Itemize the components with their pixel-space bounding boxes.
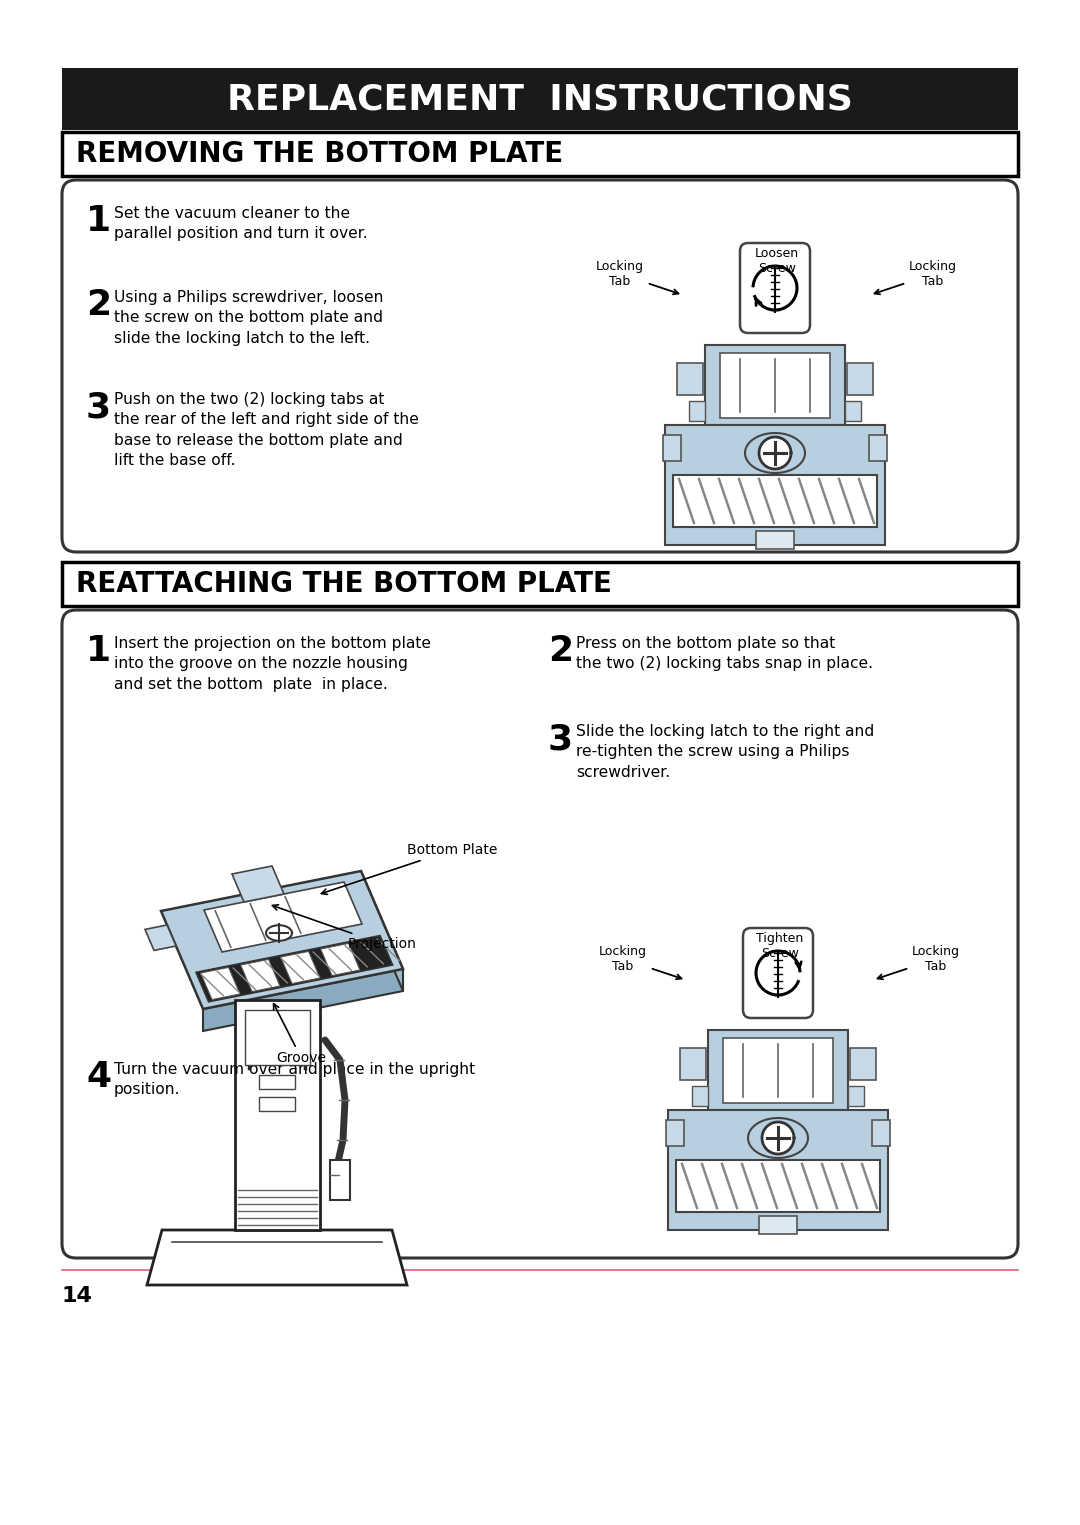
FancyBboxPatch shape (62, 610, 1018, 1258)
Polygon shape (281, 952, 320, 984)
Bar (845, 401, 861, 421)
Text: Bottom Plate: Bottom Plate (322, 843, 498, 895)
Polygon shape (330, 1161, 350, 1200)
Text: Locking
Tab: Locking Tab (596, 259, 678, 294)
Bar (708, 1029, 848, 1110)
Polygon shape (266, 926, 292, 941)
Bar (245, 1010, 310, 1064)
Text: Loosen
Screw: Loosen Screw (755, 247, 799, 274)
FancyBboxPatch shape (740, 242, 810, 332)
Bar (666, 1119, 684, 1145)
Polygon shape (204, 881, 362, 952)
Text: Locking
Tab: Locking Tab (599, 946, 681, 979)
Bar (869, 435, 887, 461)
Text: Locking
Tab: Locking Tab (875, 259, 957, 294)
FancyBboxPatch shape (62, 180, 1018, 552)
Bar (259, 1075, 295, 1089)
Polygon shape (203, 968, 403, 1031)
Bar (259, 1096, 295, 1112)
Bar (663, 435, 681, 461)
Text: 1: 1 (86, 204, 111, 238)
Bar (723, 1039, 833, 1103)
Polygon shape (762, 1122, 794, 1154)
Polygon shape (361, 871, 403, 991)
Bar (669, 1110, 888, 1231)
FancyBboxPatch shape (743, 929, 813, 1019)
Bar (692, 1086, 708, 1106)
Text: REATTACHING THE BOTTOM PLATE: REATTACHING THE BOTTOM PLATE (76, 570, 612, 598)
Text: Insert the projection on the bottom plate
into the groove on the nozzle housing
: Insert the projection on the bottom plat… (114, 636, 431, 692)
Text: Set the vacuum cleaner to the
parallel position and turn it over.: Set the vacuum cleaner to the parallel p… (114, 206, 367, 241)
Bar (680, 1048, 706, 1080)
Text: Push on the two (2) locking tabs at
the rear of the left and right side of the
b: Push on the two (2) locking tabs at the … (114, 392, 419, 468)
Polygon shape (759, 438, 791, 470)
Text: Slide the locking latch to the right and
re-tighten the screw using a Philips
sc: Slide the locking latch to the right and… (576, 724, 874, 779)
Bar (872, 1119, 890, 1145)
Text: 4: 4 (86, 1060, 111, 1093)
Polygon shape (321, 944, 360, 976)
Text: Tighten
Screw: Tighten Screw (756, 932, 804, 961)
Bar (756, 531, 794, 549)
Bar (850, 1048, 876, 1080)
Bar (673, 474, 877, 528)
Bar (759, 1215, 797, 1234)
Polygon shape (145, 926, 176, 950)
Polygon shape (147, 1231, 407, 1286)
Text: 2: 2 (86, 288, 111, 322)
Bar (847, 363, 873, 395)
Text: REMOVING THE BOTTOM PLATE: REMOVING THE BOTTOM PLATE (76, 140, 563, 168)
Text: Locking
Tab: Locking Tab (878, 946, 960, 979)
Bar (676, 1161, 880, 1212)
Text: Projection: Projection (272, 904, 417, 952)
Bar (848, 1086, 864, 1106)
Bar (705, 345, 845, 425)
Text: 14: 14 (62, 1286, 93, 1305)
Polygon shape (161, 871, 403, 1010)
Polygon shape (201, 967, 240, 999)
Text: Using a Philips screwdriver, loosen
the screw on the bottom plate and
slide the : Using a Philips screwdriver, loosen the … (114, 290, 383, 346)
Bar (62, 133, 1018, 175)
Bar (62, 563, 1018, 605)
Text: 1: 1 (86, 634, 111, 668)
Bar (677, 363, 703, 395)
Polygon shape (241, 959, 280, 991)
Bar (689, 401, 705, 421)
Text: 3: 3 (86, 390, 111, 424)
Text: 2: 2 (548, 634, 573, 668)
Text: REPLACEMENT  INSTRUCTIONS: REPLACEMENT INSTRUCTIONS (227, 82, 853, 116)
Bar (62, 69, 1018, 130)
Bar (665, 425, 885, 544)
Text: Turn the vacuum over and place in the upright
position.: Turn the vacuum over and place in the up… (114, 1061, 475, 1098)
Text: Groove: Groove (273, 1003, 326, 1066)
Polygon shape (232, 866, 284, 901)
Text: 3: 3 (548, 721, 573, 756)
Polygon shape (195, 936, 393, 1002)
Bar (720, 352, 831, 418)
Polygon shape (235, 1000, 320, 1231)
Text: Press on the bottom plate so that
the two (2) locking tabs snap in place.: Press on the bottom plate so that the tw… (576, 636, 873, 671)
